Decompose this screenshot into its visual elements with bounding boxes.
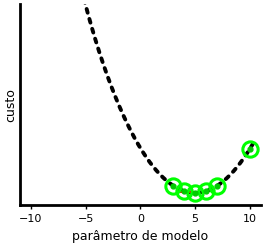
Y-axis label: custo: custo bbox=[4, 88, 17, 122]
X-axis label: parâmetro de modelo: parâmetro de modelo bbox=[72, 230, 209, 243]
